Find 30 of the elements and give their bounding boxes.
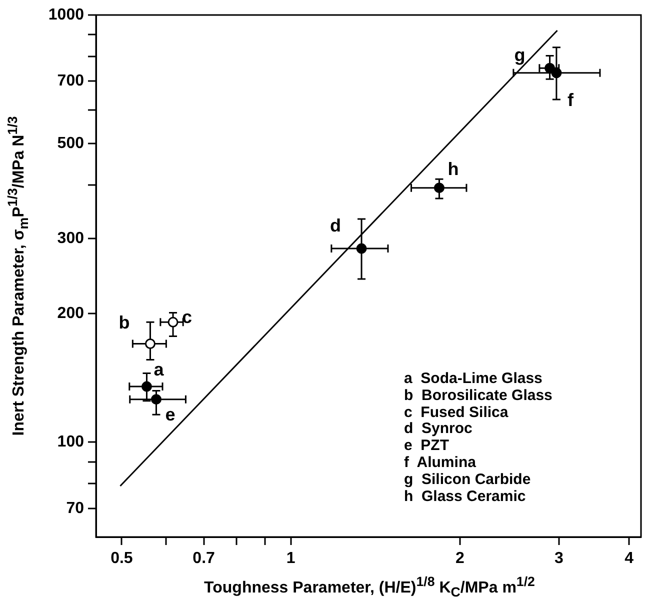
annotation: a Soda-Lime Glass [404,370,542,387]
annotation: b Borosilicate Glass [404,386,552,404]
y-tick-label: 700 [57,72,84,90]
x-tick-label: 0.7 [192,550,216,568]
x-tick-label: 1 [286,550,296,568]
y-tick-label: 70 [66,500,84,517]
annotation: g [514,45,526,66]
annotation: h Glass Ceramic [404,488,526,505]
annotation: e PZT [404,437,450,454]
annotation: c Fused Silica [404,404,508,421]
x-tick-label: 0.5 [110,550,133,568]
y-tick-label: 1000 [48,6,84,24]
annotation: c [182,307,192,328]
y-tick-label: 500 [57,135,84,152]
x-tick-label: 3 [554,550,564,568]
annotation: f Alumina [404,454,476,471]
y-tick-label: 200 [57,305,84,322]
x-tick-label: 4 [624,550,634,568]
y-tick-label: 100 [57,434,84,451]
annotation: f [567,90,574,110]
annotation: d [330,216,342,236]
annotation: b [118,312,130,333]
annotation: d Synroc [404,420,472,438]
y-tick-label: 300 [57,230,84,247]
x-axis-title: Toughness Parameter, (H/E)$^{1/8}$ K$_{C}$/MPa m$^{1/2}$ [203,574,536,600]
x-tick-label: 2 [456,550,465,568]
annotation: g Silicon Carbide [404,470,531,488]
annotation: e [165,404,176,424]
annotation: h [448,158,459,179]
annotation: a [154,360,165,380]
